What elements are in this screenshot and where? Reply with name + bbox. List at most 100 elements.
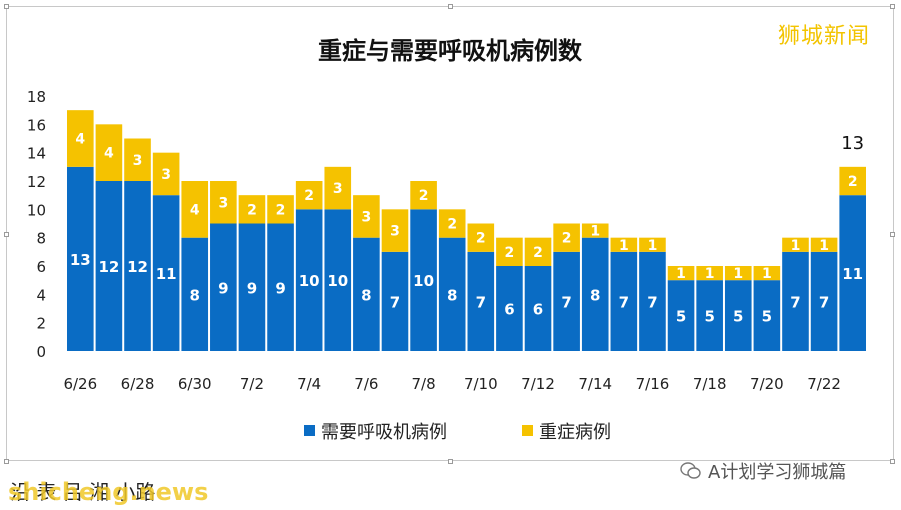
footer-caption: 沿 表 吕 湘 小路 bbox=[10, 480, 156, 504]
data-label-critical: 1 bbox=[819, 238, 829, 254]
bar-critical bbox=[810, 237, 838, 252]
bar-ventilator bbox=[610, 251, 638, 351]
data-label-critical: 3 bbox=[218, 195, 228, 211]
y-tick-label: 16 bbox=[27, 116, 46, 134]
resize-handle[interactable] bbox=[4, 459, 9, 464]
y-tick-label: 18 bbox=[27, 88, 46, 106]
data-label-critical: 1 bbox=[676, 266, 686, 282]
legend: 需要呼吸机病例 重症病例 bbox=[304, 422, 611, 443]
data-label-ventilator: 7 bbox=[476, 293, 486, 311]
data-label-critical: 1 bbox=[733, 266, 743, 282]
legend-label: 重症病例 bbox=[539, 422, 611, 443]
bar-critical bbox=[524, 237, 552, 266]
bar-critical bbox=[381, 209, 409, 252]
resize-handle[interactable] bbox=[4, 4, 9, 9]
bar-ventilator bbox=[839, 195, 866, 351]
data-label-ventilator: 10 bbox=[327, 272, 348, 290]
bar-critical bbox=[181, 181, 209, 238]
data-label-ventilator: 8 bbox=[590, 286, 600, 304]
resize-handle[interactable] bbox=[890, 232, 895, 237]
data-label-ventilator: 5 bbox=[704, 308, 714, 326]
resize-handle[interactable] bbox=[890, 4, 895, 9]
bar-critical bbox=[95, 124, 123, 181]
data-label-critical: 2 bbox=[304, 188, 314, 204]
y-axis: 0 2 4 6 8 10 12 14 16 18 bbox=[27, 88, 46, 361]
bar-ventilator bbox=[324, 209, 352, 351]
x-axis: 6/26 6/28 6/30 7/2 7/4 7/6 7/8 7/10 7/12 7/14 7/16… bbox=[63, 375, 840, 393]
data-label-critical: 3 bbox=[133, 153, 143, 169]
data-label-ventilator: 10 bbox=[299, 272, 320, 290]
bar-ventilator bbox=[753, 280, 781, 351]
data-label-critical: 4 bbox=[75, 132, 85, 148]
x-tick-label: 7/18 bbox=[693, 375, 727, 393]
bar-ventilator bbox=[295, 209, 323, 351]
x-tick-label: 7/22 bbox=[807, 375, 841, 393]
bar-ventilator bbox=[152, 195, 180, 351]
data-label-ventilator: 8 bbox=[447, 286, 457, 304]
y-tick-label: 10 bbox=[27, 201, 46, 219]
y-tick-label: 14 bbox=[27, 145, 46, 163]
x-tick-label: 6/26 bbox=[63, 375, 97, 393]
data-label-ventilator: 6 bbox=[504, 301, 514, 319]
bar-critical bbox=[553, 223, 580, 252]
bar-critical bbox=[438, 209, 466, 238]
data-label-ventilator: 11 bbox=[156, 265, 177, 283]
bar-ventilator bbox=[238, 223, 266, 351]
data-label-ventilator: 10 bbox=[413, 272, 434, 290]
bar-ventilator bbox=[667, 280, 695, 351]
data-label-critical: 1 bbox=[762, 266, 772, 282]
bar-critical bbox=[581, 223, 609, 238]
x-tick-label: 7/16 bbox=[636, 375, 670, 393]
bar-ventilator bbox=[467, 251, 495, 351]
bar-ventilator bbox=[124, 181, 151, 351]
legend-swatch bbox=[522, 425, 533, 436]
x-tick-label: 7/6 bbox=[354, 375, 378, 393]
resize-handle[interactable] bbox=[448, 459, 453, 464]
bar-ventilator bbox=[410, 209, 437, 351]
bar-critical bbox=[353, 195, 380, 238]
data-label-critical: 2 bbox=[562, 231, 572, 247]
resize-handle[interactable] bbox=[4, 232, 9, 237]
bar-critical bbox=[152, 152, 180, 196]
x-tick-label: 7/10 bbox=[464, 375, 498, 393]
x-tick-label: 7/12 bbox=[521, 375, 555, 393]
bar-critical bbox=[753, 266, 781, 281]
bar-critical bbox=[124, 138, 151, 181]
x-tick-label: 7/8 bbox=[412, 375, 436, 393]
data-label-critical: 2 bbox=[447, 217, 457, 233]
bar-ventilator bbox=[810, 251, 838, 351]
x-tick-label: 7/20 bbox=[750, 375, 784, 393]
resize-handle[interactable] bbox=[448, 4, 453, 9]
y-tick-label: 8 bbox=[36, 230, 46, 248]
data-label-critical: 4 bbox=[104, 146, 114, 162]
data-label-ventilator: 6 bbox=[533, 301, 543, 319]
bar-critical bbox=[324, 166, 352, 210]
bar-critical bbox=[839, 166, 866, 196]
bar-ventilator bbox=[181, 237, 209, 351]
brand-watermark: 狮城新闻 bbox=[778, 24, 871, 49]
data-label-critical: 1 bbox=[705, 266, 715, 282]
x-tick-label: 7/2 bbox=[240, 375, 264, 393]
bar-critical bbox=[238, 195, 266, 224]
legend-label: 需要呼吸机病例 bbox=[321, 422, 447, 443]
bar-ventilator bbox=[581, 237, 609, 351]
data-label-ventilator: 13 bbox=[70, 251, 91, 269]
bar-ventilator bbox=[381, 251, 409, 351]
bar-critical bbox=[410, 181, 437, 210]
chart-title: 重症与需要呼吸机病例数 bbox=[318, 37, 583, 65]
x-tick-label: 6/28 bbox=[121, 375, 155, 393]
x-tick-label: 7/14 bbox=[578, 375, 612, 393]
footer-url-watermark: shicheng.news bbox=[8, 478, 209, 506]
bar-ventilator bbox=[67, 166, 94, 351]
bar-critical bbox=[667, 266, 695, 281]
wechat-icon bbox=[680, 462, 702, 480]
data-label-critical: 2 bbox=[848, 174, 858, 190]
bar-ventilator bbox=[353, 237, 380, 351]
bar-ventilator bbox=[95, 181, 123, 351]
data-label-critical: 1 bbox=[590, 224, 600, 240]
x-tick-label: 6/30 bbox=[178, 375, 212, 393]
bar-critical bbox=[210, 181, 237, 224]
resize-handle[interactable] bbox=[890, 459, 895, 464]
y-tick-label: 12 bbox=[27, 173, 46, 191]
